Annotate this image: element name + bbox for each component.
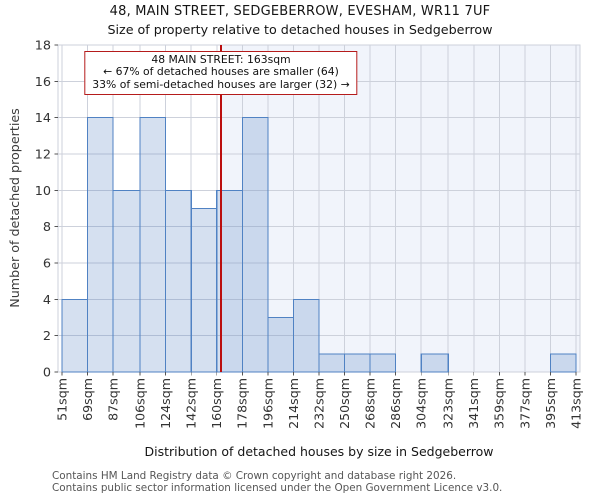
y-tick-label: 16 <box>35 75 51 90</box>
annotation-line-2: ← 67% of detached houses are smaller (64… <box>103 65 339 79</box>
footer-line-1: Contains HM Land Registry data © Crown c… <box>52 470 457 482</box>
annotation-line-3: 33% of semi-detached houses are larger (… <box>92 77 350 91</box>
x-tick-labels: 51sqm 69sqm 87sqm 106sqm 124sqm 142sqm 160sqm 1… <box>54 378 583 429</box>
histogram-bar <box>87 117 114 373</box>
histogram-bar <box>369 353 397 373</box>
y-tick-label: 8 <box>43 220 51 235</box>
histogram-bar <box>112 189 141 373</box>
y-tick-label: 14 <box>35 111 51 126</box>
x-tick-label: 69sqm <box>80 378 95 421</box>
footer-line-2: Contains public sector information licen… <box>52 482 503 495</box>
histogram-bars <box>61 117 577 373</box>
x-tick-label: 160sqm <box>209 378 224 429</box>
y-tick-label: 6 <box>43 257 51 272</box>
x-tick-label: 178sqm <box>235 378 250 429</box>
annotation-box: 48 MAIN STREET: 163sqm ← 67% of detached… <box>84 51 358 95</box>
chart-title: 48, MAIN STREET, SEDGEBERROW, EVESHAM, W… <box>109 4 491 19</box>
x-tick-label: 268sqm <box>363 378 378 429</box>
histogram-bar <box>292 298 320 373</box>
annotation-line-1: 48 MAIN STREET: 163sqm <box>151 53 291 66</box>
y-axis-label: Number of detached properties <box>7 108 22 308</box>
x-tick-label: 323sqm <box>441 378 456 429</box>
y-tick-label: 4 <box>43 293 51 308</box>
histogram-bar <box>190 207 218 373</box>
y-tick-label: 18 <box>35 39 51 54</box>
histogram-bar <box>267 316 294 373</box>
x-tick-label: 250sqm <box>337 378 352 429</box>
x-tick-label: 124sqm <box>158 378 173 429</box>
x-tick-label: 142sqm <box>184 378 199 429</box>
x-tick-label: 395sqm <box>543 378 558 429</box>
histogram-bar <box>61 298 89 373</box>
x-tick-label: 359sqm <box>492 378 507 429</box>
histogram-bar <box>139 117 167 373</box>
histogram-bar <box>344 353 371 373</box>
y-tick-label: 2 <box>43 329 51 344</box>
x-tick-label: 413sqm <box>568 378 583 429</box>
x-tick-label: 51sqm <box>54 378 69 421</box>
histogram-bar <box>420 353 449 373</box>
x-tick-label: 286sqm <box>388 378 403 429</box>
x-tick-label: 377sqm <box>517 378 532 429</box>
x-tick-label: 87sqm <box>106 378 121 421</box>
x-tick-label: 106sqm <box>132 378 147 429</box>
histogram-bar <box>549 353 577 373</box>
y-tick-label: 10 <box>35 184 51 199</box>
x-axis-label: Distribution of detached houses by size … <box>144 444 494 459</box>
x-tick-label: 214sqm <box>286 378 301 429</box>
x-tick-label: 304sqm <box>414 378 429 429</box>
y-tick-label: 12 <box>35 148 51 163</box>
footer-attribution: Contains HM Land Registry data © Crown c… <box>52 470 502 495</box>
histogram-bar <box>165 189 192 373</box>
histogram-bar <box>318 353 346 373</box>
y-tick-labels: 0 2 4 6 8 10 12 14 16 18 <box>35 39 51 381</box>
histogram-bar <box>241 117 269 373</box>
x-tick-label: 232sqm <box>311 378 326 429</box>
x-tick-label: 196sqm <box>260 378 275 429</box>
x-tick-label: 341sqm <box>466 378 481 429</box>
axis-tick-marks <box>54 44 577 376</box>
chart-subtitle: Size of property relative to detached ho… <box>107 22 493 37</box>
y-tick-label: 0 <box>43 366 51 381</box>
